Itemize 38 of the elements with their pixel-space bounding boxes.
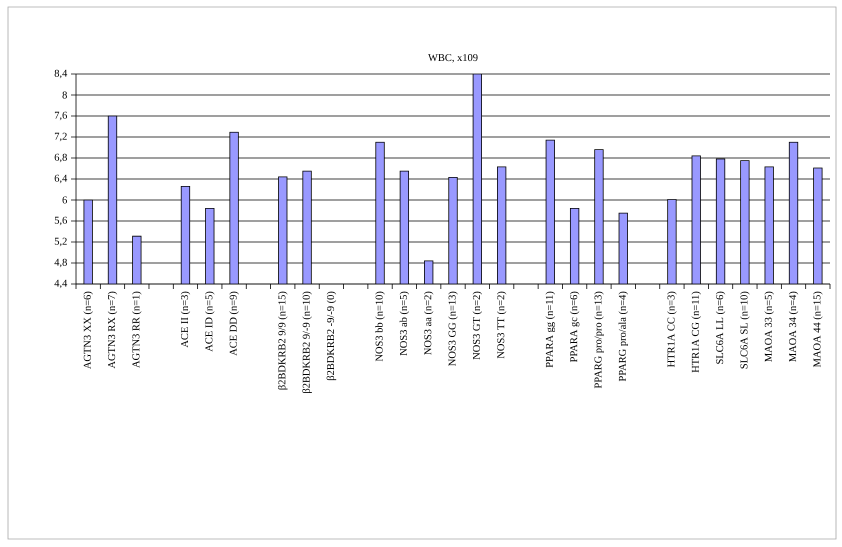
x-tick-label: ACE ID (n=5) — [205, 292, 215, 352]
y-tick-label: 5,6 — [54, 216, 68, 226]
x-tick-label: ACE DD (n=9) — [229, 292, 239, 356]
x-tick-label: HTR1A CG (n=11) — [692, 292, 701, 373]
x-tick-label: PPARA gc (n=6) — [570, 292, 580, 362]
x-tick-label: AGTN3 RR (n=1) — [132, 292, 142, 368]
y-tick-label: 7,2 — [54, 132, 67, 142]
x-tick-label: AGTN3 RX (n=7) — [108, 292, 118, 368]
x-tick-label: ACE II (n=3) — [180, 292, 190, 348]
y-tick-label: 6,8 — [54, 154, 67, 162]
x-tick-label: NOS3 GT (n=2) — [472, 292, 482, 360]
x-tick-label: AGTN3 XX (n=6) — [83, 292, 93, 370]
x-tick-label: MAOA 34 (n=4) — [788, 292, 798, 362]
y-tick-label: 8,4 — [54, 70, 68, 78]
x-tick-label: β2BDKRB2 9/9 (n=15) — [278, 292, 288, 390]
chart-title: WBC, x109 — [428, 54, 478, 63]
y-tick-label: 7,6 — [54, 112, 68, 120]
x-tick-label: PPARG pro/ala (n=4) — [618, 292, 628, 382]
x-tick-label: SLC6A LL (n=6) — [716, 292, 726, 364]
x-tick-label: PPARA gg (n=11) — [546, 292, 556, 368]
x-tick-label: PPARG pro/pro (n=13) — [594, 292, 604, 388]
y-tick-label: 6 — [62, 196, 68, 204]
y-tick-label: 6,4 — [54, 174, 68, 184]
x-tick-label: HTR1A CC (n=3) — [667, 292, 677, 368]
y-tick-label: 4,4 — [54, 280, 68, 288]
x-tick-label: SLC6A SL (n=10) — [740, 292, 750, 368]
x-tick-label: MAOA 44 (n=15) — [813, 292, 823, 368]
y-tick-label: 8 — [62, 91, 67, 99]
x-tick-label: NOS3 aa (n=2) — [424, 292, 434, 355]
x-tick-label: MAOA 33 (n=5) — [764, 292, 774, 362]
y-tick-label: 4,8 — [54, 258, 67, 268]
x-tick-label: NOS3 GG (n=13) — [448, 292, 458, 366]
y-tick-label: 5,2 — [54, 238, 67, 246]
x-tick-label: NOS3 ab (n=5) — [400, 292, 410, 356]
x-tick-label: β2BDKRB2 9/-9 (n=10) — [302, 292, 312, 393]
x-tick-label: NOS3 bb (n=10) — [375, 292, 385, 362]
x-tick-label: β2BDKRB2 -9/-9 (0) — [326, 292, 336, 380]
x-tick-label: NOS3 TT (n=2) — [496, 292, 506, 358]
